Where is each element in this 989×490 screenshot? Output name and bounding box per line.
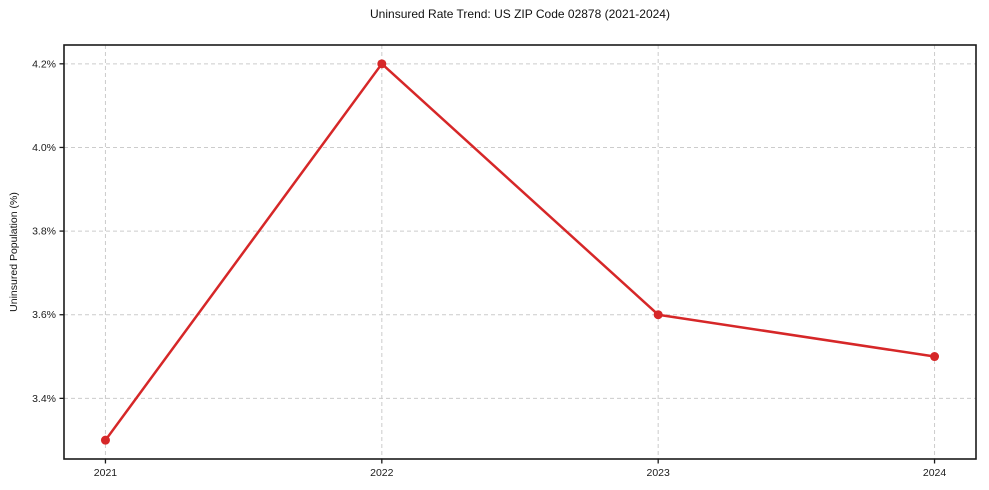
y-tick-label: 4.2% (32, 58, 56, 70)
x-tick-label: 2021 (94, 467, 118, 479)
y-tick-label: 3.4% (32, 393, 56, 405)
x-tick-label: 2022 (370, 467, 394, 479)
data-point-marker (653, 310, 663, 320)
y-tick-label: 4.0% (32, 142, 56, 154)
y-tick-label: 3.6% (32, 309, 56, 321)
data-point-marker (930, 352, 940, 362)
plot-border (63, 44, 977, 460)
chart-title: Uninsured Rate Trend: US ZIP Code 02878 … (370, 7, 670, 21)
x-tick-label: 2024 (923, 467, 947, 479)
data-point-marker (377, 59, 387, 69)
data-point-marker (100, 435, 110, 445)
x-tick-label: 2023 (647, 467, 671, 479)
y-tick-label: 3.8% (32, 226, 56, 238)
trend-line (104, 62, 936, 442)
